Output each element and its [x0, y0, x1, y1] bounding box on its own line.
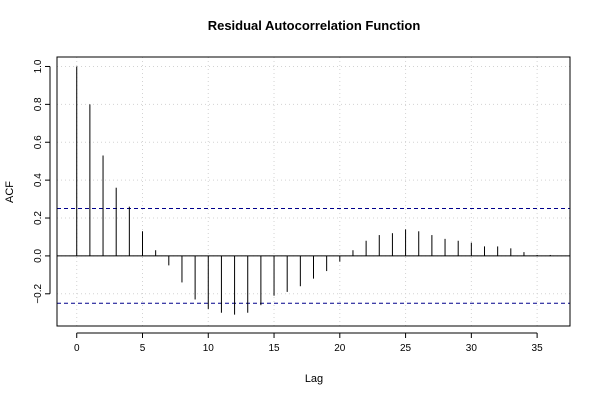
x-tick-label: 30 [466, 343, 478, 354]
y-tick-label: −0.2 [33, 283, 44, 303]
y-tick-label: 0.6 [33, 135, 44, 149]
x-tick-label: 10 [203, 343, 215, 354]
x-tick-label: 20 [334, 343, 346, 354]
axes: 0 5 10 15 20 25 30 35 −0.2 0.0 0.2 0.4 0.6 0.8 1.0 [33, 59, 543, 354]
x-tick-label: 5 [140, 343, 146, 354]
chart-title: Residual Autocorrelation Function [208, 18, 421, 33]
y-tick-label: 1.0 [33, 59, 44, 73]
x-tick-label: 25 [400, 343, 412, 354]
x-tick-label: 0 [74, 343, 80, 354]
x-tick-label: 35 [532, 343, 544, 354]
y-axis-label: ACF [4, 181, 16, 203]
plot-frame [56, 56, 571, 327]
x-tick-label: 15 [268, 343, 280, 354]
y-tick-label: 0.4 [33, 173, 44, 187]
grid-lines [57, 57, 570, 326]
y-tick-label: 0.2 [33, 211, 44, 225]
x-axis-label: Lag [305, 373, 323, 385]
y-tick-label: 0.0 [33, 249, 44, 263]
y-tick-label: 0.8 [33, 97, 44, 111]
acf-bars [76, 66, 551, 315]
